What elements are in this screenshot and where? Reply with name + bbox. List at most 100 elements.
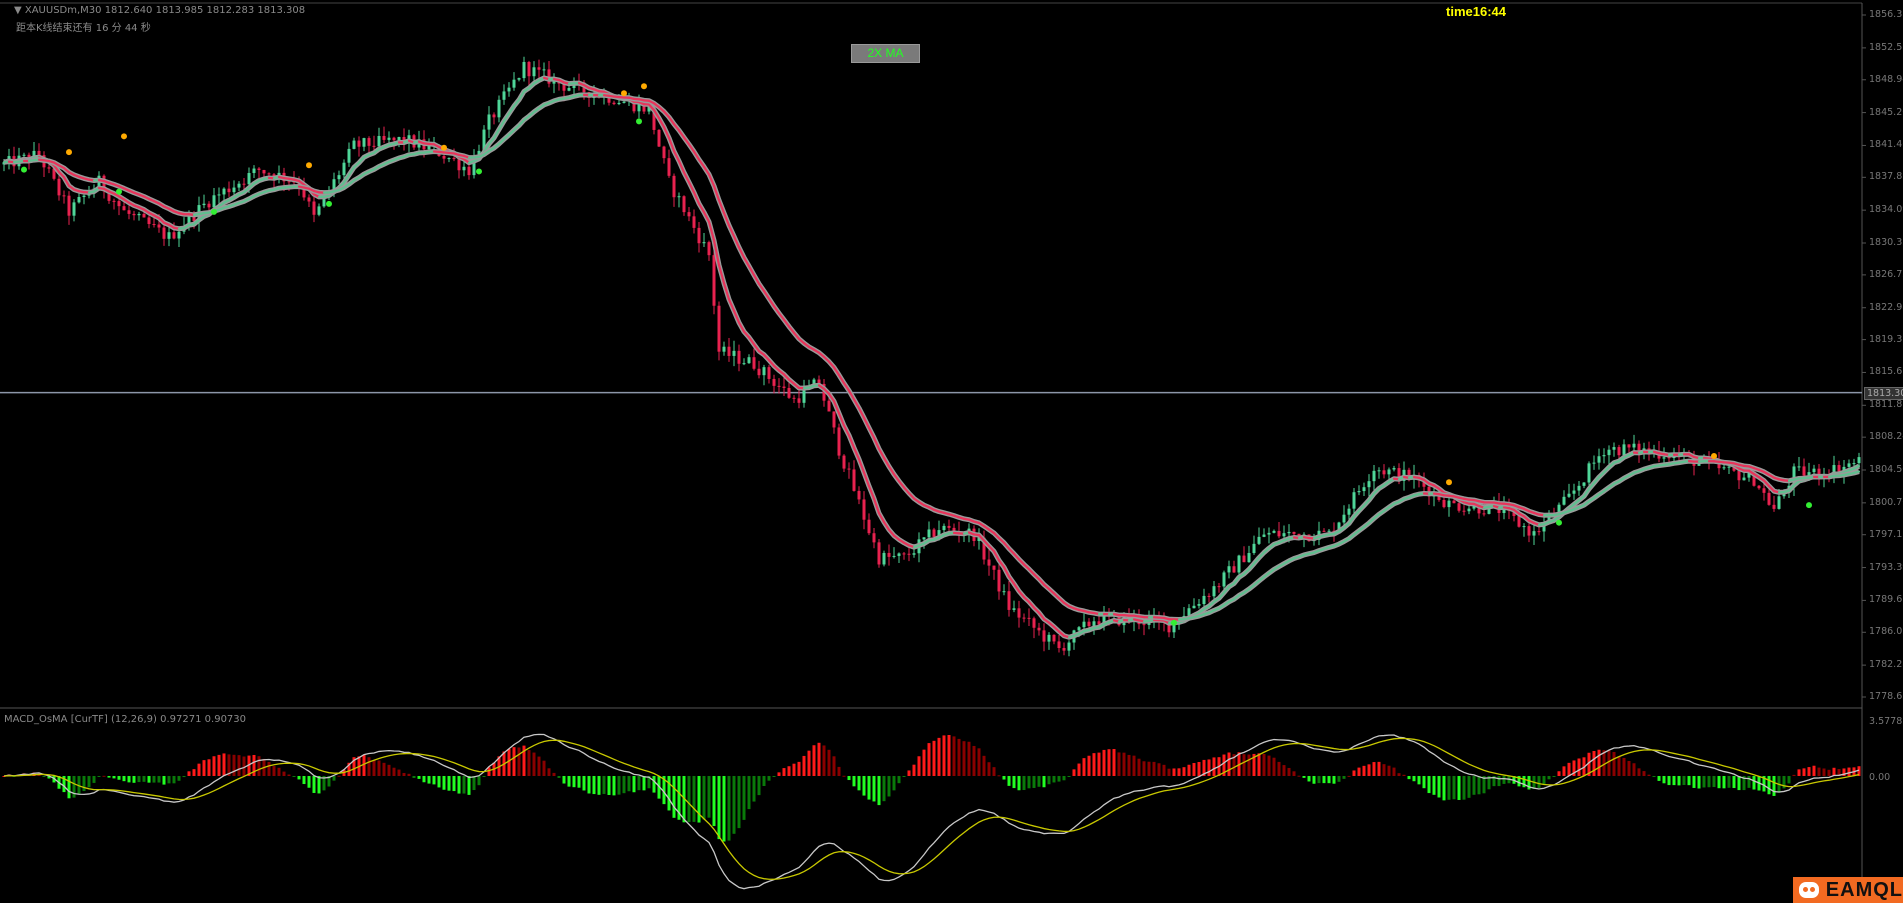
- macd-histogram-bar: [457, 776, 461, 794]
- macd-histogram-bar: [1377, 761, 1381, 776]
- signal-dot-up: [21, 166, 27, 173]
- macd-histogram-bar: [152, 776, 156, 783]
- macd-histogram-bar: [552, 772, 556, 776]
- macd-histogram-bar: [1792, 774, 1796, 776]
- ma-fast-segment: [847, 434, 856, 449]
- macd-histogram-bar: [82, 776, 86, 792]
- symbol-ohlc-label: ▼ XAUUSDm,M30 1812.640 1813.985 1812.283…: [14, 5, 306, 16]
- current-price-tag: 1813.308: [1864, 386, 1903, 400]
- macd-histogram-bar: [1267, 755, 1271, 776]
- candle-body: [142, 213, 146, 218]
- ma-slow-segment: [717, 199, 726, 215]
- macd-histogram-bar: [482, 776, 486, 777]
- candle-body: [1662, 457, 1666, 459]
- ma-fast-segment: [737, 321, 746, 333]
- ma-fast-segment: [997, 559, 1006, 569]
- macd-histogram-bar: [362, 754, 366, 776]
- macd-histogram-bar: [122, 776, 126, 782]
- candle-body: [1382, 470, 1386, 475]
- macd-histogram-bar: [1412, 776, 1416, 782]
- macd-histogram-bar: [537, 756, 541, 776]
- macd-histogram-bar: [722, 776, 726, 842]
- macd-histogram-bar: [1447, 776, 1451, 800]
- candle-body: [777, 385, 781, 387]
- ma-slow-segment: [1022, 563, 1031, 571]
- macd-histogram-bar: [1367, 764, 1371, 776]
- candle-body: [987, 559, 991, 566]
- candle-body: [1012, 608, 1016, 610]
- candle-body: [1367, 481, 1371, 488]
- macd-histogram-bar: [217, 754, 221, 776]
- candle-body: [267, 173, 271, 175]
- macd-histogram-bar: [1817, 767, 1821, 776]
- macd-histogram-bar: [1837, 769, 1841, 776]
- candle-body: [1212, 586, 1216, 597]
- candle-body: [607, 94, 611, 103]
- candle-body: [1042, 630, 1046, 642]
- candle-body: [1527, 526, 1531, 536]
- ma-fast-segment: [852, 446, 861, 461]
- macd-histogram-bar: [1187, 764, 1191, 776]
- candle-body: [512, 79, 516, 88]
- candle-body: [1747, 471, 1751, 478]
- macd-histogram-bar: [412, 776, 416, 778]
- candle-body: [937, 530, 941, 537]
- macd-histogram-bar: [607, 776, 611, 796]
- candle-body: [162, 227, 166, 239]
- macd-histogram-bar: [202, 760, 206, 776]
- price-axis-label: 1782.280: [1869, 659, 1903, 671]
- macd-histogram-bar: [477, 776, 481, 786]
- candle-body: [672, 175, 676, 198]
- candle-body: [67, 195, 71, 216]
- ma-slow-segment: [697, 158, 706, 168]
- candle-body: [1187, 608, 1191, 616]
- macd-histogram-bar: [1312, 776, 1316, 784]
- candle-body: [697, 227, 701, 244]
- candle-body: [212, 195, 216, 208]
- macd-histogram-bar: [1427, 776, 1431, 794]
- candle-body: [692, 216, 696, 228]
- candle-body: [907, 553, 911, 555]
- macd-histogram-bar: [177, 776, 181, 781]
- candle-body: [1197, 604, 1201, 606]
- macd-histogram-bar: [297, 776, 301, 780]
- candle-body: [1477, 504, 1481, 514]
- candle-body: [982, 537, 986, 560]
- macd-histogram-bar: [1117, 752, 1121, 776]
- ma-fast-segment: [677, 160, 686, 174]
- macd-histogram-bar: [1397, 773, 1401, 776]
- macd-histogram-bar: [797, 761, 801, 776]
- macd-histogram-bar: [392, 767, 396, 776]
- candle-body: [857, 490, 861, 500]
- ma-fast-segment: [882, 520, 891, 531]
- macd-histogram-bar: [1692, 776, 1696, 788]
- candle-body: [1622, 444, 1626, 456]
- macd-axis-label: 3.57783: [1869, 716, 1903, 727]
- candle-body: [892, 555, 896, 557]
- ma-fast-segment: [667, 136, 676, 153]
- price-axis-label: 1797.130: [1869, 528, 1903, 540]
- macd-histogram-bar: [1107, 749, 1111, 776]
- candle-body: [712, 255, 716, 306]
- ma-fast-segment: [822, 387, 831, 395]
- candle-body: [1807, 472, 1811, 476]
- macd-histogram-bar: [822, 745, 826, 776]
- ma-fast-segment: [1852, 465, 1861, 470]
- candle-body: [1832, 465, 1836, 478]
- macd-histogram-bar: [827, 749, 831, 776]
- ma-fast-segment: [1607, 461, 1616, 469]
- candle-body: [467, 166, 471, 176]
- ma-fast-segment: [772, 364, 781, 372]
- candle-body: [942, 525, 946, 531]
- macd-histogram-bar: [1227, 752, 1231, 776]
- macd-histogram-bar: [1592, 750, 1596, 776]
- candle-body: [847, 468, 851, 470]
- macd-histogram-bar: [1602, 750, 1606, 776]
- macd-histogram-bar: [907, 770, 911, 776]
- price-axis-label: 1841.460: [1869, 139, 1903, 151]
- 2x-ma-button[interactable]: 2X MA: [851, 44, 920, 63]
- macd-histogram-bar: [582, 776, 586, 791]
- candle-body: [1247, 553, 1251, 563]
- macd-histogram-bar: [1352, 770, 1356, 776]
